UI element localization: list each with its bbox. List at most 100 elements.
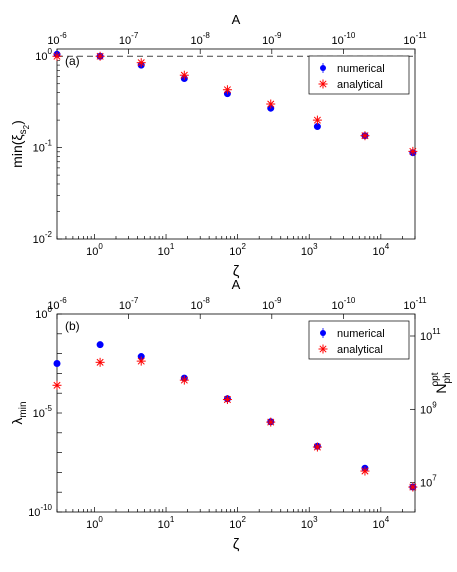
y-axis-label: λmin xyxy=(9,401,29,424)
tick-exponent: -2 xyxy=(45,230,53,239)
tick-exponent: -10 xyxy=(344,31,356,40)
tick-base: 10 xyxy=(301,519,313,531)
x-tick-label: 104 xyxy=(372,242,389,258)
tick-exponent: -10 xyxy=(40,503,52,512)
data-point-analytical xyxy=(52,380,62,390)
tick-exponent: -1 xyxy=(45,139,53,148)
tick-base: 10 xyxy=(372,246,384,258)
tick-base: 10 xyxy=(47,300,59,312)
tick-exponent: -7 xyxy=(131,296,139,305)
top-tick-label: 10-7 xyxy=(119,31,139,47)
asterisk-stroke xyxy=(313,443,321,451)
top-tick-label: 10-10 xyxy=(331,31,355,47)
y-tick-label: 100 xyxy=(35,305,52,321)
top-tick-label: 10-9 xyxy=(262,296,282,312)
right-tick-label: 107 xyxy=(420,474,437,490)
tick-base: 10 xyxy=(229,246,241,258)
tick-base: 10 xyxy=(372,519,384,531)
tick-exponent: 7 xyxy=(432,474,437,483)
y-label-main: min(ξ xyxy=(9,134,25,168)
right-tick-label: 1011 xyxy=(420,327,441,343)
x-tick-label: 103 xyxy=(301,515,318,531)
tick-exponent: 4 xyxy=(385,242,390,251)
legend-label-numerical: numerical xyxy=(337,63,385,75)
tick-exponent: -6 xyxy=(60,31,68,40)
legend-marker-analytical xyxy=(318,79,328,89)
tick-base: 10 xyxy=(229,519,241,531)
data-point-analytical xyxy=(312,115,322,125)
tick-exponent: 11 xyxy=(432,327,441,336)
data-point-analytical xyxy=(408,146,418,156)
y-label-subscript: s xyxy=(18,129,29,134)
tick-exponent: -8 xyxy=(203,31,211,40)
tick-base: 10 xyxy=(33,234,45,246)
right-axis-label: Nphopt xyxy=(430,372,453,393)
tick-base: 10 xyxy=(420,404,432,416)
data-point-numerical xyxy=(96,341,104,349)
asterisk-stroke xyxy=(361,132,369,140)
x-axis-label: ζ xyxy=(233,536,240,553)
data-point-analytical xyxy=(179,375,189,385)
top-tick-label: 10-6 xyxy=(47,296,67,312)
legend-marker-numerical xyxy=(320,65,326,71)
x-tick-label: 102 xyxy=(229,242,246,258)
tick-exponent: 3 xyxy=(313,515,318,524)
x-tick-label: 101 xyxy=(158,515,175,531)
top-tick-label: 10-11 xyxy=(403,31,427,47)
tick-exponent: -5 xyxy=(45,404,53,413)
asterisk-stroke xyxy=(361,467,369,475)
top-tick-label: 10-7 xyxy=(119,296,139,312)
panel-label: (b) xyxy=(65,319,80,333)
tick-exponent: 3 xyxy=(313,242,318,251)
x-tick-label: 103 xyxy=(301,242,318,258)
tick-base: 10 xyxy=(47,35,59,47)
tick-exponent: 0 xyxy=(98,515,103,524)
data-point-analytical xyxy=(266,417,276,427)
legend-marker-numerical xyxy=(320,330,326,336)
plot-frame xyxy=(56,48,416,240)
asterisk-stroke xyxy=(313,116,321,124)
tick-base: 10 xyxy=(420,478,432,490)
top-tick-label: 10-11 xyxy=(403,296,427,312)
tick-base: 10 xyxy=(403,35,415,47)
asterisk-stroke xyxy=(267,100,275,108)
tick-exponent: -7 xyxy=(131,31,139,40)
tick-base: 10 xyxy=(191,35,203,47)
tick-exponent: -11 xyxy=(416,296,428,305)
y-label-close: ) xyxy=(9,120,25,125)
asterisk-stroke xyxy=(180,71,188,79)
data-point-analytical xyxy=(95,51,105,61)
top-tick-label: 10-6 xyxy=(47,31,67,47)
panel-label: (a) xyxy=(65,54,80,68)
asterisk-stroke xyxy=(137,357,145,365)
x-tick-label: 100 xyxy=(86,515,103,531)
x-tick-label: 100 xyxy=(86,242,103,258)
y-tick-label: 10-5 xyxy=(33,404,53,420)
y-axis-label: min(ξs2) xyxy=(9,120,31,168)
tick-exponent: 4 xyxy=(385,515,390,524)
series-analytical xyxy=(52,356,418,492)
tick-base: 10 xyxy=(119,300,131,312)
tick-exponent: -10 xyxy=(344,296,356,305)
tick-base: 10 xyxy=(331,300,343,312)
asterisk-stroke xyxy=(96,358,104,366)
tick-base: 10 xyxy=(158,519,170,531)
y-tick-label: 10-2 xyxy=(33,230,53,246)
legend: numerical analytical xyxy=(308,320,410,360)
tick-base: 10 xyxy=(331,35,343,47)
y-label-subsubscript: 2 xyxy=(22,124,31,129)
tick-exponent: 1 xyxy=(170,242,175,251)
asterisk-stroke xyxy=(53,52,61,60)
data-point-analytical xyxy=(136,356,146,366)
right-label-superscript: opt xyxy=(430,372,441,386)
tick-base: 10 xyxy=(35,309,47,321)
tick-exponent: -9 xyxy=(274,296,282,305)
tick-base: 10 xyxy=(33,408,45,420)
tick-base: 10 xyxy=(262,35,274,47)
legend-label-analytical: analytical xyxy=(337,79,383,91)
legend-label-numerical: numerical xyxy=(337,328,385,340)
tick-base: 10 xyxy=(403,300,415,312)
top-axis-label: A xyxy=(232,12,241,27)
